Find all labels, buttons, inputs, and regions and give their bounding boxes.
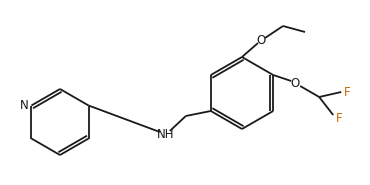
Text: O: O — [256, 33, 266, 46]
Text: F: F — [336, 112, 343, 125]
Text: N: N — [20, 99, 29, 112]
Text: NH: NH — [157, 127, 175, 140]
Text: O: O — [290, 77, 300, 90]
Text: F: F — [344, 85, 350, 98]
